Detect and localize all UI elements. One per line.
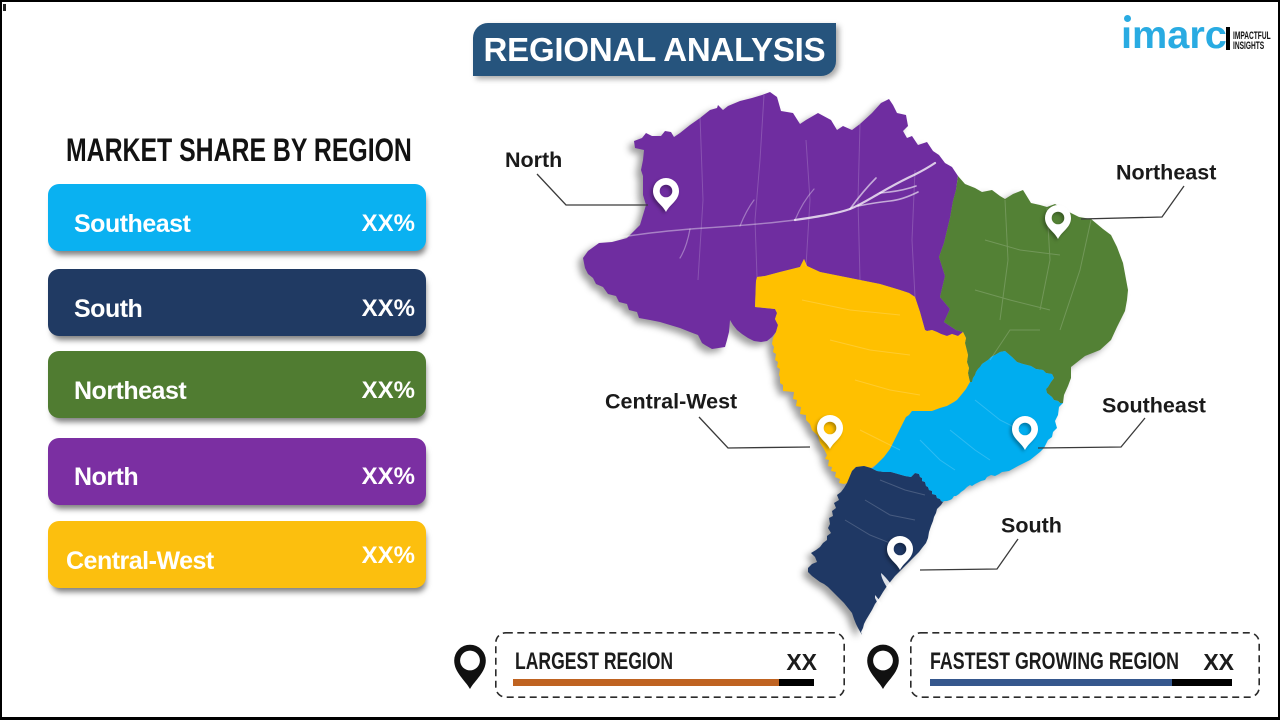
svg-text:Northeast: Northeast (1116, 161, 1216, 185)
svg-text:Central-West: Central-West (605, 390, 737, 414)
svg-text:South: South (1001, 514, 1062, 538)
svg-text:North: North (505, 148, 562, 172)
svg-text:Southeast: Southeast (1102, 394, 1206, 418)
